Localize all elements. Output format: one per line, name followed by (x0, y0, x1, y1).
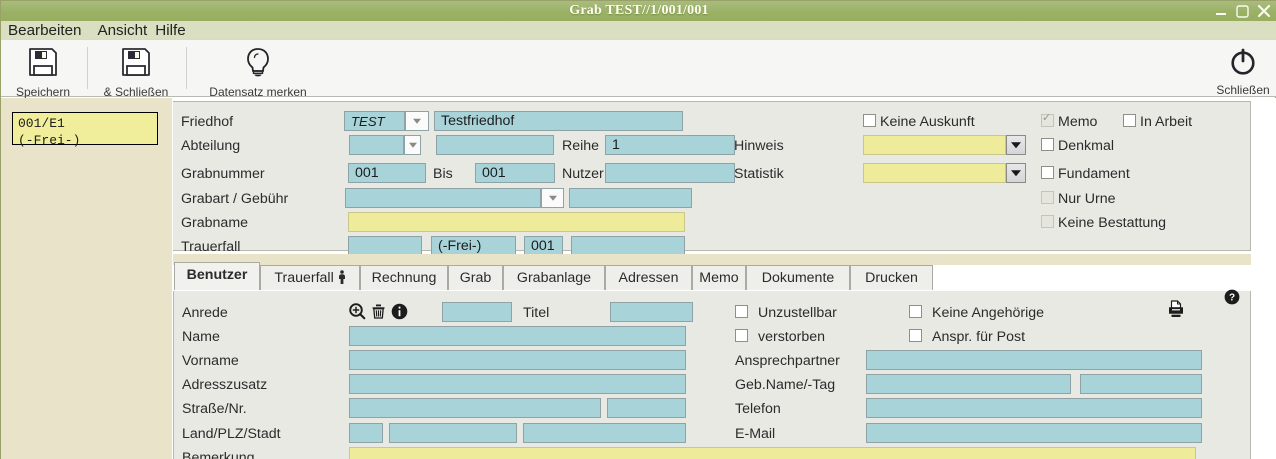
svg-text:?: ? (1229, 293, 1235, 304)
